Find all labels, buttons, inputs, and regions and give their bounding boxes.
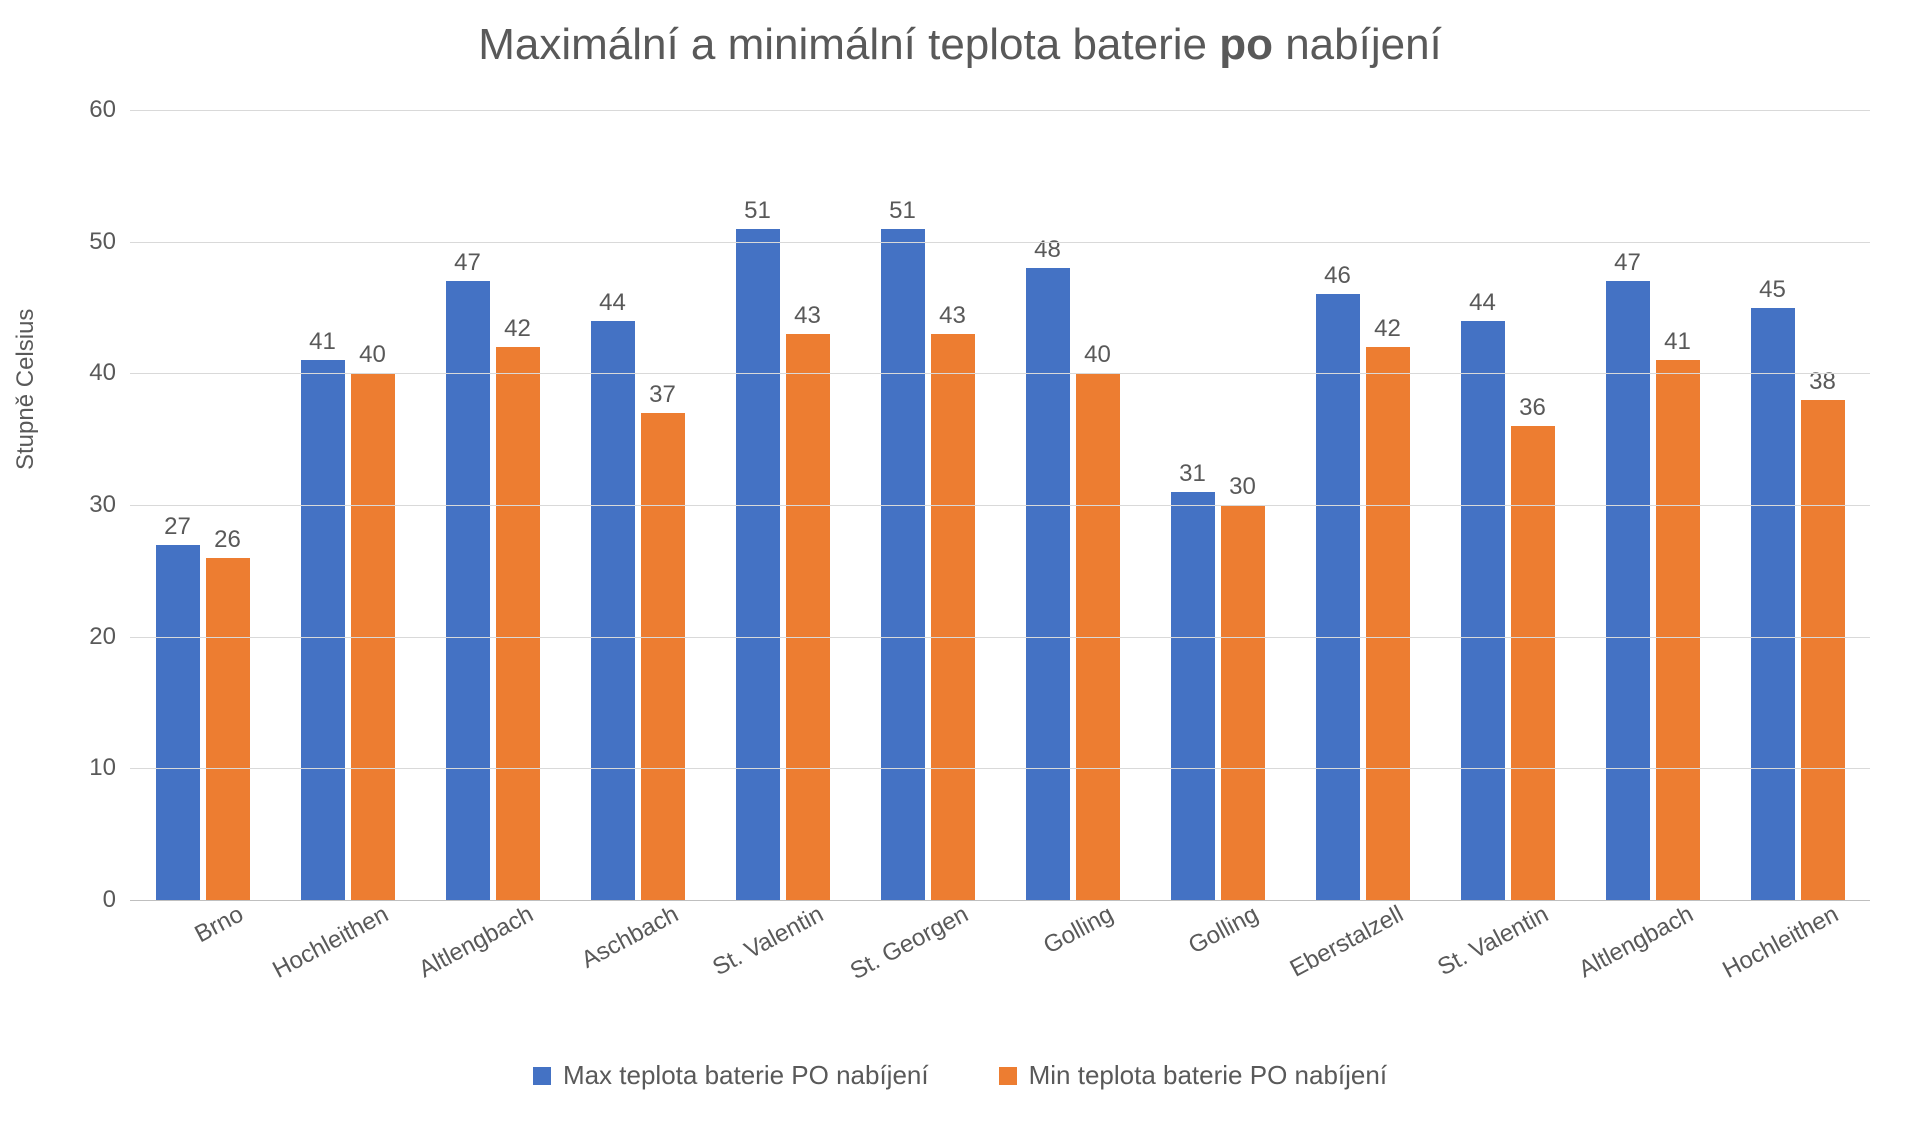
bar-value-label: 47 — [1614, 249, 1641, 277]
x-tick-label: Golling — [1073, 904, 1134, 1019]
x-tick-label: St. Valentin — [1508, 904, 1569, 1019]
legend: Max teplota baterie PO nabíjení Min teplo… — [0, 1060, 1920, 1091]
y-tick-label: 10 — [66, 754, 116, 782]
bar-value-label: 41 — [1664, 328, 1691, 356]
bar-value-label: 45 — [1759, 276, 1786, 304]
bar-value-label: 37 — [649, 381, 676, 409]
x-tick-label: St. Georgen — [928, 904, 989, 1019]
bar-group: 4436 — [1461, 321, 1555, 900]
bar: 38 — [1801, 400, 1845, 900]
y-tick-label: 20 — [66, 623, 116, 651]
bar: 46 — [1316, 294, 1360, 900]
bar-value-label: 51 — [889, 197, 916, 225]
bar-value-label: 43 — [794, 302, 821, 330]
bar-group: 5143 — [736, 229, 830, 901]
legend-swatch — [999, 1067, 1017, 1085]
bar-value-label: 47 — [454, 249, 481, 277]
bar: 42 — [496, 347, 540, 900]
bar-group: 2726 — [156, 545, 250, 901]
bar-value-label: 31 — [1179, 460, 1206, 488]
legend-item: Max teplota baterie PO nabíjení — [533, 1060, 929, 1091]
gridline — [130, 505, 1870, 506]
gridline — [130, 900, 1870, 901]
gridline — [130, 768, 1870, 769]
bar-value-label: 38 — [1809, 368, 1836, 396]
legend-label: Min teplota baterie PO nabíjení — [1029, 1060, 1387, 1091]
bar: 43 — [786, 334, 830, 900]
x-tick-label: Aschbach — [638, 904, 699, 1019]
x-tick-label: Hochleithen — [1798, 904, 1859, 1019]
bar: 41 — [1656, 360, 1700, 900]
y-tick-label: 30 — [66, 491, 116, 519]
bar: 43 — [931, 334, 975, 900]
bar-group: 3130 — [1171, 492, 1265, 900]
gridline — [130, 373, 1870, 374]
bar: 42 — [1366, 347, 1410, 900]
x-tick-label: Brno — [203, 904, 264, 1019]
x-tick-label: Hochleithen — [348, 904, 409, 1019]
bar-value-label: 26 — [214, 526, 241, 554]
x-axis-labels: Brno Hochleithen Altlengbach Aschbach St. Va… — [130, 904, 1870, 1034]
y-axis-label: Stupně Celsius — [12, 309, 40, 470]
y-tick-label: 0 — [66, 886, 116, 914]
legend-swatch — [533, 1067, 551, 1085]
bar: 31 — [1171, 492, 1215, 900]
bar-group: 4642 — [1316, 294, 1410, 900]
bar-value-label: 51 — [744, 197, 771, 225]
bar-value-label: 43 — [939, 302, 966, 330]
y-tick-label: 50 — [66, 228, 116, 256]
title-bold: po — [1219, 20, 1273, 69]
gridline — [130, 110, 1870, 111]
x-tick-label: Altlengbach — [493, 904, 554, 1019]
x-tick-label: Altlengbach — [1653, 904, 1714, 1019]
bar: 30 — [1221, 505, 1265, 900]
gridline — [130, 637, 1870, 638]
x-tick-label: Eberstalzell — [1363, 904, 1424, 1019]
bar: 27 — [156, 545, 200, 901]
x-tick-label: St. Valentin — [783, 904, 844, 1019]
bar: 26 — [206, 558, 250, 900]
bar-group: 48 40 — [1026, 268, 1120, 900]
bar: 41 — [301, 360, 345, 900]
chart-container: Maximální a minimální teplota baterie po… — [0, 0, 1920, 1126]
gridline — [130, 242, 1870, 243]
x-tick-label: Golling — [1218, 904, 1279, 1019]
bar-value-label: 36 — [1519, 394, 1546, 422]
bar-value-label: 44 — [1469, 289, 1496, 317]
bar-value-label: 40 — [1084, 341, 1111, 369]
bar-value-label: 46 — [1324, 262, 1351, 290]
bar-value-label: 27 — [164, 513, 191, 541]
bar: 48 — [1026, 268, 1070, 900]
bar-value-label: 44 — [599, 289, 626, 317]
bar: 37 — [641, 413, 685, 900]
bar: 51 — [736, 229, 780, 901]
bar-value-label: 41 — [309, 328, 336, 356]
bar: 51 — [881, 229, 925, 901]
bar-group: 5143 — [881, 229, 975, 901]
bar-value-label: 30 — [1229, 473, 1256, 501]
legend-item: Min teplota baterie PO nabíjení — [999, 1060, 1387, 1091]
bar: 44 — [591, 321, 635, 900]
title-suffix: nabíjení — [1273, 20, 1442, 69]
y-tick-label: 60 — [66, 96, 116, 124]
plot-area: 2726414047424437514351434840313046424436… — [130, 110, 1870, 900]
y-tick-label: 40 — [66, 359, 116, 387]
bar: 45 — [1751, 308, 1795, 901]
bar-group: 4140 — [301, 360, 395, 900]
bar: 44 — [1461, 321, 1505, 900]
bar-value-label: 42 — [504, 315, 531, 343]
bar: 36 — [1511, 426, 1555, 900]
bar-group: 4538 — [1751, 308, 1845, 901]
bar-group: 4437 — [591, 321, 685, 900]
legend-label: Max teplota baterie PO nabíjení — [563, 1060, 929, 1091]
bar-value-label: 48 — [1034, 236, 1061, 264]
chart-title: Maximální a minimální teplota baterie po… — [0, 20, 1920, 70]
bar-value-label: 40 — [359, 341, 386, 369]
bar-value-label: 42 — [1374, 315, 1401, 343]
title-prefix: Maximální a minimální teplota baterie — [478, 20, 1219, 69]
